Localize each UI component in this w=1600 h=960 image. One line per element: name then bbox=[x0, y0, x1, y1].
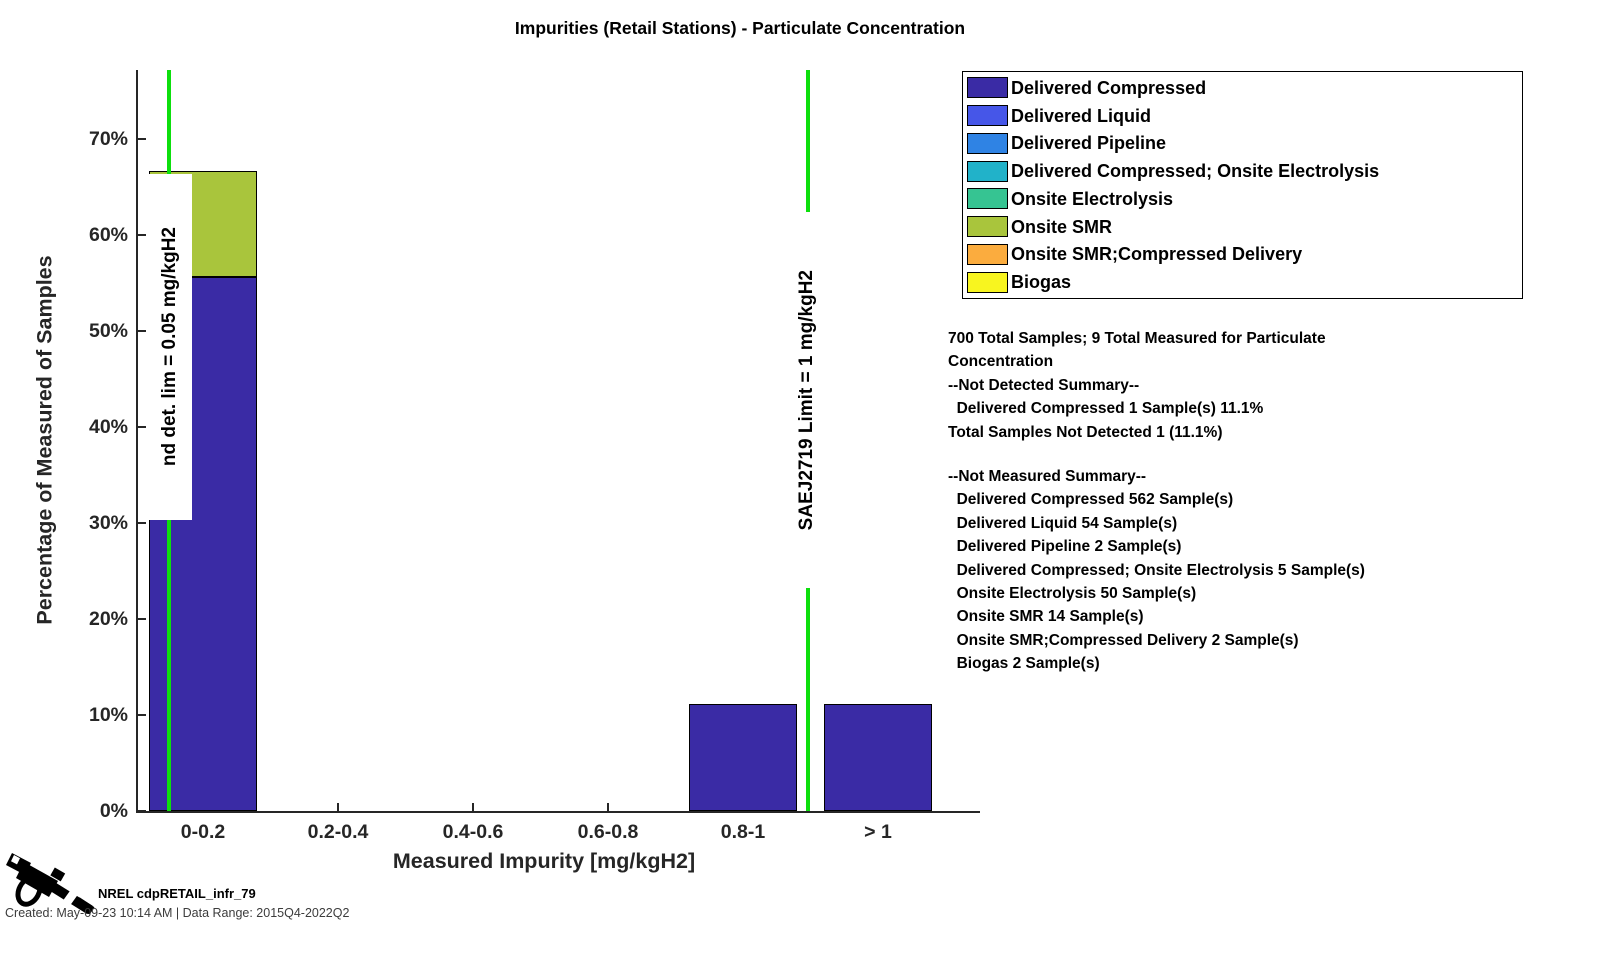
x-tick-label: 0.6-0.8 bbox=[577, 821, 639, 843]
stat-line: Delivered Compressed 1 Sample(s) 11.1% bbox=[948, 400, 1264, 418]
gas-pump-icon bbox=[6, 853, 95, 914]
saej2719-limit-label: SAEJ2719 Limit = 1 mg/kgH2 bbox=[796, 269, 817, 531]
nd-limit-label: nd det. lim = 0.05 mg/kgH2 bbox=[159, 227, 180, 467]
legend-swatch-delivered-liquid bbox=[967, 105, 1008, 127]
legend-item-label: Biogas bbox=[1011, 272, 1072, 293]
axis-x-line bbox=[137, 811, 980, 813]
stat-line: Total Samples Not Detected 1 (11.1%) bbox=[948, 423, 1223, 441]
legend-item: Delivered Pipeline bbox=[967, 130, 1522, 156]
stat-line: Onsite SMR;Compressed Delivery 2 Sample(… bbox=[948, 631, 1299, 649]
stat-line: Delivered Pipeline 2 Sample(s) bbox=[948, 538, 1182, 556]
sample-summary-block: 700 Total Samples; 9 Total Measured for … bbox=[948, 327, 1326, 444]
chart-title: Impurities (Retail Stations) - Particula… bbox=[514, 18, 966, 38]
legend-item-label: Delivered Compressed; Onsite Electrolysi… bbox=[1011, 161, 1380, 182]
y-tick-label: 40% bbox=[88, 416, 128, 438]
y-tick bbox=[138, 810, 146, 812]
stat-line: Biogas 2 Sample(s) bbox=[948, 655, 1100, 673]
legend-item: Delivered Compressed; Onsite Electrolysi… bbox=[967, 158, 1522, 184]
legend-swatch-onsite-smr bbox=[967, 216, 1008, 238]
legend-swatch-biogas bbox=[967, 271, 1008, 293]
x-tick-label: 0.2-0.4 bbox=[307, 821, 369, 843]
saej2719-limit-label-box: SAEJ2719 Limit = 1 mg/kgH2 bbox=[793, 212, 821, 588]
legend-item: Onsite SMR bbox=[967, 214, 1522, 240]
stat-line: Concentration bbox=[948, 353, 1054, 371]
legend-item: Biogas bbox=[967, 269, 1522, 295]
legend-item: Onsite Electrolysis bbox=[967, 186, 1522, 212]
legend-swatch-onsite-smr-compressed-delivery bbox=[967, 243, 1008, 265]
stat-line: Delivered Compressed 562 Sample(s) bbox=[948, 491, 1234, 509]
legend-item-label: Delivered Liquid bbox=[1011, 105, 1152, 126]
x-tick-label: > 1 bbox=[864, 821, 892, 843]
y-tick-label: 70% bbox=[88, 128, 128, 150]
y-tick bbox=[138, 138, 146, 140]
created-info: Created: May-09-23 10:14 AM | Data Range… bbox=[5, 906, 350, 920]
bar-segment bbox=[824, 704, 932, 811]
stat-line: Onsite Electrolysis 50 Sample(s) bbox=[948, 585, 1197, 603]
y-tick bbox=[138, 330, 146, 332]
y-tick bbox=[138, 234, 146, 236]
legend-item: Delivered Liquid bbox=[967, 103, 1522, 129]
y-tick bbox=[138, 426, 146, 428]
stat-line: 700 Total Samples; 9 Total Measured for … bbox=[948, 330, 1326, 347]
x-axis-label: Measured Impurity [mg/kgH2] bbox=[392, 849, 696, 873]
legend-swatch-onsite-electrolysis bbox=[967, 188, 1008, 210]
stat-line: Delivered Liquid 54 Sample(s) bbox=[948, 514, 1178, 532]
y-tick-label: 0% bbox=[99, 800, 128, 822]
y-tick bbox=[138, 522, 146, 524]
y-tick-label: 30% bbox=[88, 512, 128, 534]
legend-item-label: Onsite SMR bbox=[1011, 216, 1113, 237]
legend-swatch-delivered-pipeline bbox=[967, 132, 1008, 154]
legend-item-label: Onsite Electrolysis bbox=[1011, 188, 1174, 209]
legend-item-label: Delivered Pipeline bbox=[1011, 133, 1167, 154]
legend-item: Delivered Compressed bbox=[967, 75, 1522, 101]
stat-line: --Not Measured Summary-- bbox=[948, 468, 1147, 485]
y-tick-label: 10% bbox=[88, 704, 128, 726]
y-tick-label: 20% bbox=[88, 608, 128, 630]
legend-item-label: Delivered Compressed bbox=[1011, 77, 1207, 98]
x-tick bbox=[607, 803, 609, 811]
x-tick-label: 0.8-1 bbox=[720, 821, 766, 843]
legend-item-label: Onsite SMR;Compressed Delivery bbox=[1011, 244, 1303, 265]
x-tick bbox=[337, 803, 339, 811]
legend-swatch-delivered-compressed-onsite-electrolysis bbox=[967, 160, 1008, 182]
axis-y-line bbox=[136, 70, 138, 813]
y-tick-label: 50% bbox=[88, 320, 128, 342]
y-tick-label: 60% bbox=[88, 224, 128, 246]
x-tick bbox=[472, 803, 474, 811]
nd-limit-label-box: nd det. lim = 0.05 mg/kgH2 bbox=[148, 174, 192, 520]
dataset-id: NREL cdpRETAIL_infr_79 bbox=[98, 886, 256, 901]
stat-line: Delivered Compressed; Onsite Electrolysi… bbox=[948, 561, 1365, 579]
stat-line: Onsite SMR 14 Sample(s) bbox=[948, 608, 1144, 626]
y-tick bbox=[138, 618, 146, 620]
x-tick-label: 0.4-0.6 bbox=[442, 821, 504, 843]
legend-swatch-delivered-compressed bbox=[967, 77, 1008, 99]
bar-segment bbox=[689, 704, 797, 811]
legend: Delivered Compressed Delivered Liquid De… bbox=[962, 71, 1523, 299]
y-tick bbox=[138, 714, 146, 716]
legend-item: Onsite SMR;Compressed Delivery bbox=[967, 241, 1522, 267]
x-tick-label: 0-0.2 bbox=[180, 821, 226, 843]
stat-line: --Not Detected Summary-- bbox=[948, 376, 1140, 394]
not-measured-summary-block: --Not Measured Summary-- Delivered Compr… bbox=[948, 465, 1365, 676]
